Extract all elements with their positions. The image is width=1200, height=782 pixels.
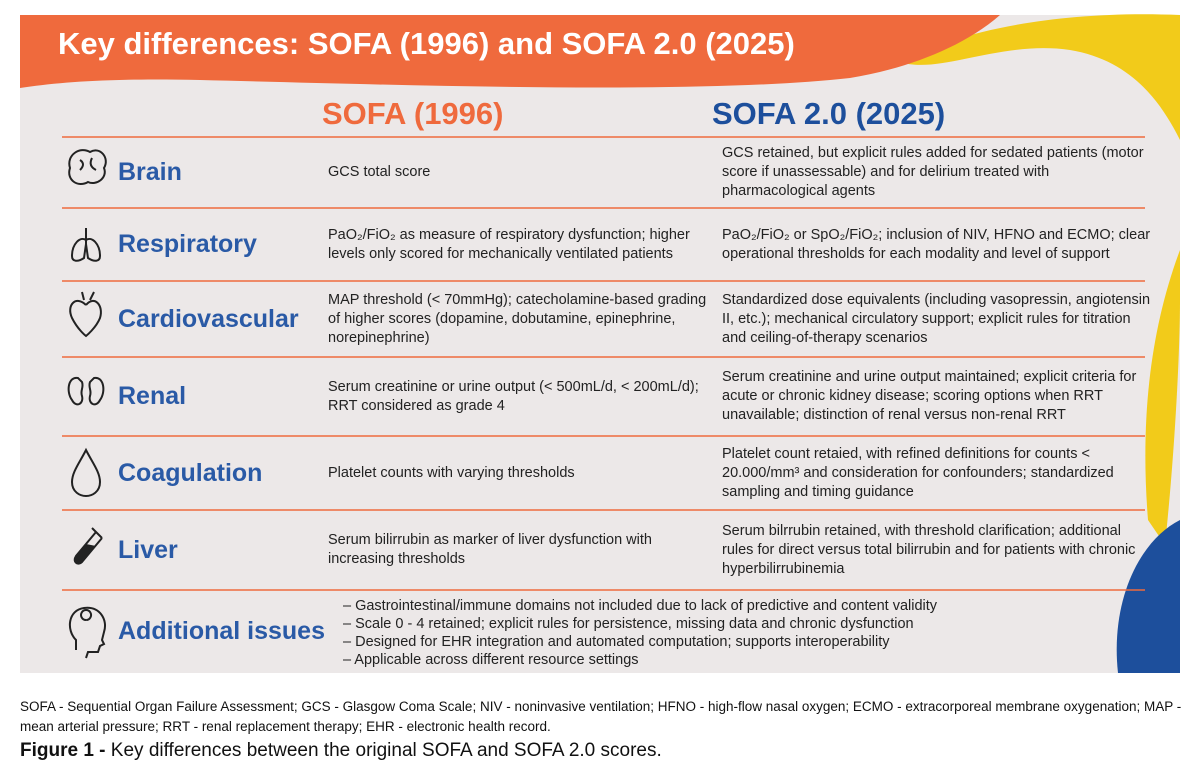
domain-label: Additional issues [118, 616, 325, 645]
cell-sofa-2: Serum bilrrubin retained, with threshold… [722, 510, 1152, 590]
cell-sofa-1996: Serum creatinine or urine output (< 500m… [328, 357, 713, 436]
cell-sofa-2: PaO₂/FiO₂ or SpO₂/FiO₂; inclusion of NIV… [722, 208, 1152, 281]
domain-label: Cardiovascular [118, 304, 299, 333]
cell-sofa-1996: MAP threshold (< 70mmHg); catecholamine-… [328, 281, 713, 357]
cell-text: Platelet counts with varying thresholds [328, 464, 575, 481]
icons [67, 149, 107, 659]
panel [20, 15, 1180, 673]
cell-sofa-2: Platelet count retaied, with refined def… [722, 436, 1152, 510]
cell-sofa-2: Serum creatinine and urine output mainta… [722, 357, 1152, 436]
caption-text: Key differences between the original SOF… [110, 740, 662, 761]
cell-text: Platelet count retaied, with refined def… [722, 445, 1114, 500]
cell-text: Standardized dose equivalents (including… [722, 291, 1151, 346]
domain-label: Coagulation [118, 458, 263, 487]
issue-item: – Gastrointestinal/immune domains not in… [343, 598, 938, 614]
column-header: SOFA (1996) [322, 96, 504, 131]
cell-text: Serum bilrrubin retained, with threshold… [722, 522, 1136, 577]
cell-sofa-1996: Serum bilirrubin as marker of liver dysf… [328, 510, 713, 590]
domain-label: Liver [118, 535, 178, 564]
cell-text: PaO₂/FiO₂ as measure of respiratory dysf… [328, 226, 690, 262]
cell-sofa-1996: GCS total score [328, 137, 713, 208]
footnote: SOFA - Sequential Organ Failure Assessme… [20, 699, 1182, 734]
column-header: SOFA 2.0 (2025) [712, 96, 946, 131]
tube-fill [74, 544, 96, 564]
domain-label: Brain [118, 158, 182, 186]
yellow-swoosh [900, 14, 1180, 140]
cell-text: GCS total score [328, 164, 431, 180]
cell-text: PaO₂/FiO₂ or SpO₂/FiO₂; inclusion of NIV… [722, 226, 1151, 262]
title-banner [20, 15, 1000, 88]
issue-item: – Scale 0 - 4 retained; explicit rules f… [343, 616, 914, 632]
cell-sofa-2: GCS retained, but explicit rules added f… [722, 137, 1152, 208]
title: Key differences: SOFA (1996) and SOFA 2.… [58, 26, 795, 61]
yellow-side [1145, 250, 1180, 545]
row-dividers [62, 136, 1145, 591]
domain-label: Respiratory [118, 230, 257, 258]
issue-item: – Applicable across different resource s… [343, 652, 639, 668]
caption-label: Figure 1 - [20, 740, 106, 761]
cell-sofa-1996: Platelet counts with varying thresholds [328, 436, 713, 510]
domain-label: Renal [118, 382, 187, 410]
cell-sofa-2: Standardized dose equivalents (including… [722, 281, 1152, 357]
caption: Figure 1 - Key differences between the o… [20, 740, 662, 762]
additional-issues-list: – Gastrointestinal/immune domains not in… [343, 597, 1023, 669]
cell-text: Serum creatinine and urine output mainta… [722, 369, 1137, 423]
cell-sofa-1996: PaO₂/FiO₂ as measure of respiratory dysf… [328, 208, 713, 281]
cell-text: GCS retained, but explicit rules added f… [722, 145, 1144, 199]
cell-text: Serum bilirrubin as marker of liver dysf… [328, 532, 652, 567]
cell-text: MAP threshold (< 70mmHg); catecholamine-… [328, 291, 707, 346]
blue-shape [1116, 520, 1180, 673]
cell-text: Serum creatinine or urine output (< 500m… [328, 378, 699, 414]
issue-item: – Designed for EHR integration and autom… [343, 634, 890, 650]
